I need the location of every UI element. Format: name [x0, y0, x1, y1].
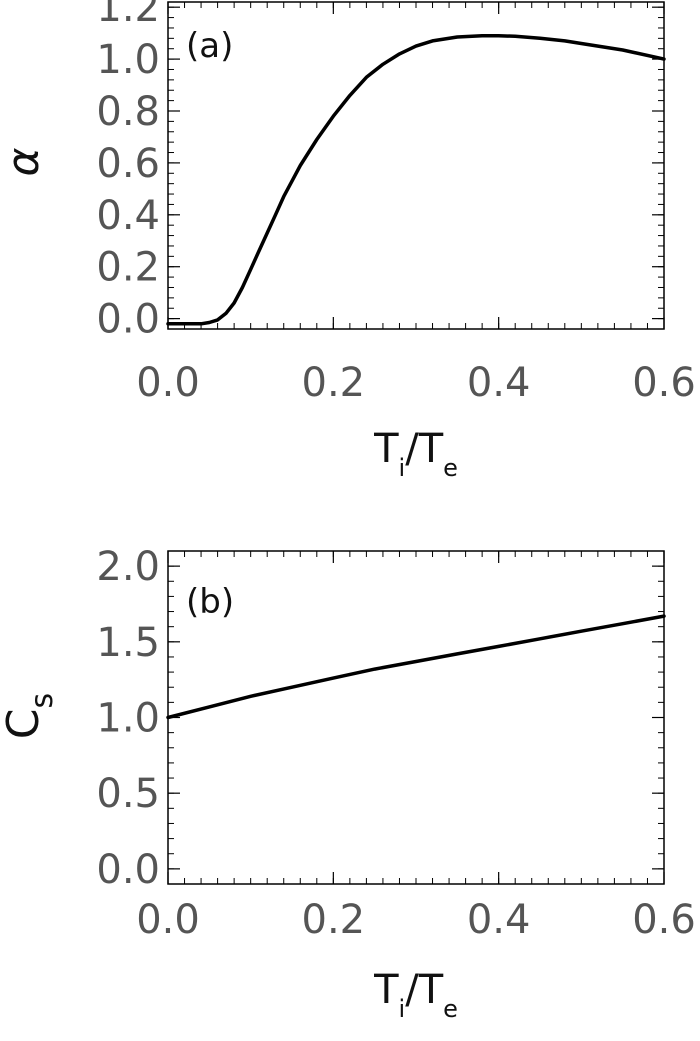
x-tick-label: 0.2 — [302, 897, 366, 943]
y-tick-label: 0.0 — [96, 297, 160, 343]
x-tick-label: 0.6 — [632, 360, 696, 406]
y-axis-label: α — [0, 147, 49, 176]
x-tick-label: 0.4 — [467, 360, 531, 406]
x-tick-label: 0.2 — [302, 360, 366, 406]
x-tick-label: 0.6 — [632, 897, 696, 943]
y-axis-label-sub: s — [25, 693, 60, 709]
series-line — [166, 614, 666, 720]
plot-frame — [167, 550, 665, 885]
y-axis-label: Cs — [0, 693, 60, 739]
panel-b: 0.0 0.2 0.4 0.6 0.0 0.5 1.0 1.5 2.0 (b) Ti/Te Cs — [0, 544, 696, 1023]
x-tick-label: 0.0 — [136, 360, 200, 406]
x-axis-label-slash: / — [405, 967, 419, 1013]
y-tick-label: 1.2 — [96, 0, 160, 31]
y-tick-label: 1.5 — [96, 620, 160, 666]
x-tick-label: 0.4 — [467, 897, 531, 943]
x-axis-label-main2: T — [418, 967, 444, 1013]
x-axis-label: Ti/Te — [373, 967, 458, 1023]
x-axis-label-main1: T — [373, 426, 399, 472]
y-tick-label: 0.5 — [96, 771, 160, 817]
y-tick-label: 0.2 — [96, 245, 160, 291]
x-tick-label: 0.0 — [136, 897, 200, 943]
x-axis-label-main1: T — [373, 967, 399, 1013]
x-axis-label: Ti/Te — [373, 426, 458, 482]
x-axis-label-sub2: e — [443, 995, 458, 1023]
x-axis-label-sub2: e — [443, 454, 458, 482]
x-axis-label-slash: / — [405, 426, 419, 472]
y-tick-label: 1.0 — [96, 37, 160, 83]
x-axis-label-sub1: i — [399, 454, 406, 482]
plot-frame — [167, 1, 665, 330]
y-tick-label: 0.4 — [96, 193, 160, 239]
y-tick-label: 0.6 — [96, 141, 160, 187]
y-tick-label: 0.8 — [96, 89, 160, 135]
x-axis-label-main2: T — [418, 426, 444, 472]
panel-label: (b) — [186, 582, 234, 622]
series-line — [166, 33, 666, 326]
y-axis-label-main: C — [0, 708, 49, 739]
panel-label: (a) — [186, 26, 233, 66]
y-tick-label: 0.0 — [96, 847, 160, 893]
y-tick-label: 2.0 — [96, 544, 160, 590]
panel-a: 0.0 0.2 0.4 0.6 0.0 0.2 0.4 0.6 0.8 1.0 1.2 (a) Ti/T… — [0, 0, 696, 482]
y-tick-label: 1.0 — [96, 696, 160, 742]
x-axis-label-sub1: i — [399, 995, 406, 1023]
